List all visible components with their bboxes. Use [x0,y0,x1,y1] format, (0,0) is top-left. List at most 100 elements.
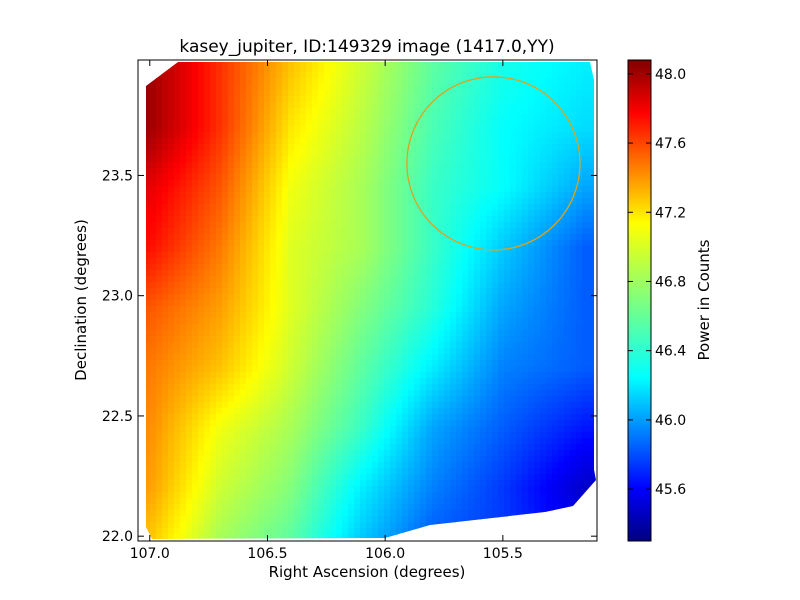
heatmap-cell [222,174,229,181]
heatmap-cell [276,420,283,427]
heatmap-cell [258,288,265,295]
heatmap-cell [576,264,583,271]
heatmap-cell [228,204,235,211]
heatmap-cell [528,312,535,319]
heatmap-cell [204,126,211,133]
heatmap-cell [354,66,361,73]
heatmap-cell [564,390,571,397]
heatmap-cell [156,72,163,79]
heatmap-cell [546,324,553,331]
heatmap-cell [198,402,205,409]
heatmap-cell [486,84,493,91]
heatmap-cell [258,306,265,313]
heatmap-cell [330,62,337,67]
heatmap-cell [468,444,475,451]
heatmap-cell [582,84,589,91]
heatmap-cell [456,204,463,211]
heatmap-cell [270,372,277,379]
heatmap-cell [192,240,199,247]
heatmap-cell [528,432,535,439]
heatmap-cell [186,144,193,151]
heatmap-cell [204,258,211,265]
heatmap-cell [456,366,463,373]
heatmap-cell [408,72,415,79]
heatmap-cell [450,168,457,175]
heatmap-cell [174,102,181,109]
heatmap-cell [450,186,457,193]
heatmap-cell [588,360,595,367]
heatmap-cell [318,420,325,427]
heatmap-cell [342,264,349,271]
heatmap-cell [156,336,163,343]
heatmap-cell [312,258,319,265]
heatmap-cell [534,384,541,391]
heatmap-cell [582,132,589,139]
heatmap-cell [570,240,577,247]
heatmap-cell [366,120,373,127]
heatmap-cell [306,132,313,139]
heatmap-cell [146,192,151,199]
heatmap-cell [582,336,589,343]
heatmap-cell [402,240,409,247]
heatmap-cell [294,126,301,133]
heatmap-cell [354,288,361,295]
heatmap-cell [396,168,403,175]
heatmap-cell [234,318,241,325]
heatmap-cell [198,258,205,265]
heatmap-cell [186,264,193,271]
heatmap-cell [534,162,541,169]
heatmap-cell [384,144,391,151]
heatmap-cell [468,114,475,121]
heatmap-cell [146,426,151,433]
heatmap-cell [180,432,187,439]
heatmap-cell [516,318,523,325]
heatmap-cell [330,312,337,319]
heatmap-cell [414,180,421,187]
heatmap-cell [324,348,331,355]
heatmap-cell [510,306,517,313]
heatmap-cell [492,234,499,241]
heatmap-cell [486,258,493,265]
heatmap-cell [486,384,493,391]
heatmap-cell [360,276,367,283]
heatmap-cell [408,198,415,205]
heatmap-cell [246,138,253,145]
heatmap-cell [426,138,433,145]
heatmap-cell [216,180,223,187]
heatmap-cell [570,90,577,97]
heatmap-cell [552,240,559,247]
heatmap-cell [558,390,565,397]
heatmap-cell [324,330,331,337]
heatmap-cell [444,186,451,193]
heatmap-cell [312,72,319,79]
heatmap-cell [168,354,175,361]
heatmap-cell [180,330,187,337]
heatmap-cell [348,132,355,139]
heatmap-cell [366,306,373,313]
heatmap-cell [402,360,409,367]
heatmap-cell [510,390,517,397]
heatmap-cell [396,444,403,451]
heatmap-cell [438,222,445,229]
heatmap-cell [570,156,577,163]
heatmap-cell [318,210,325,217]
heatmap-cell [330,330,337,337]
heatmap-cell [540,222,547,229]
heatmap-cell [360,420,367,427]
heatmap-cell [456,216,463,223]
heatmap-cell [582,402,589,409]
heatmap-cell [180,168,187,175]
heatmap-cell [360,396,367,403]
heatmap-cell [426,384,433,391]
heatmap-cell [510,276,517,283]
heatmap-cell [492,426,499,433]
heatmap-cell [552,354,559,361]
heatmap-cell [552,264,559,271]
heatmap-cell [210,414,217,421]
heatmap-cell [228,366,235,373]
heatmap-cell [210,216,217,223]
heatmap-cell [318,390,325,397]
heatmap-cell [294,306,301,313]
heatmap-cell [324,144,331,151]
heatmap-cell [342,210,349,217]
